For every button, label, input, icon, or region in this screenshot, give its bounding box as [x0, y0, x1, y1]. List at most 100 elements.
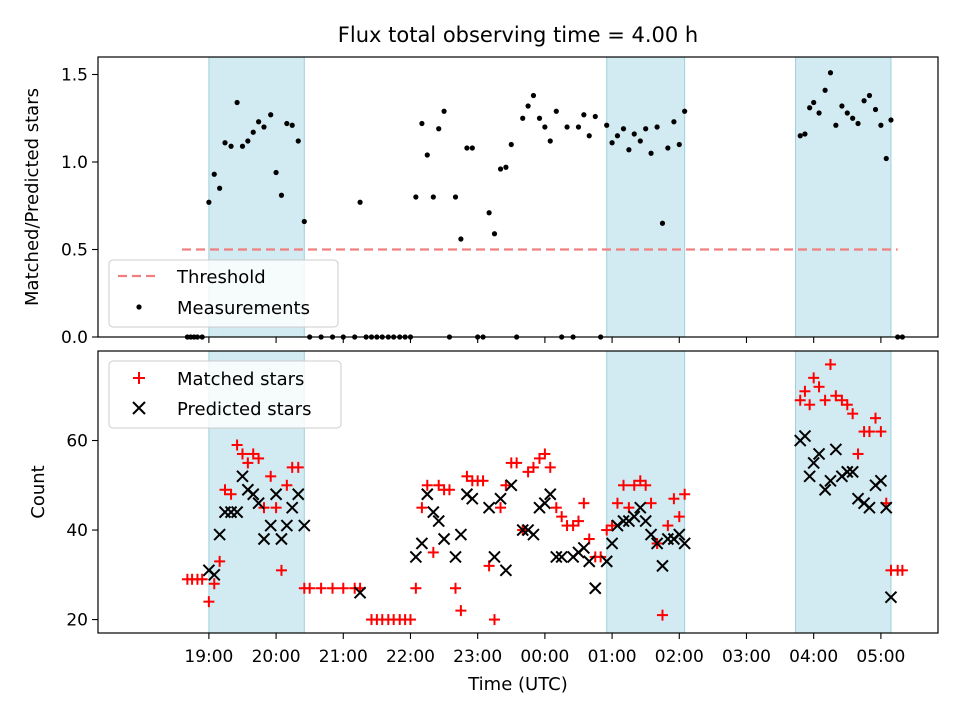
predicted-stars-point	[252, 496, 265, 510]
measurement-point	[211, 171, 217, 177]
measurement-point	[682, 108, 688, 114]
matched-stars-point	[808, 372, 820, 384]
measurement-point	[256, 119, 262, 125]
top-y-tick-label: 1.0	[61, 153, 88, 173]
matched-stars-point	[618, 479, 630, 491]
legend-threshold-label: Threshold	[176, 267, 266, 288]
measurement-point	[676, 141, 682, 148]
matched-stars-point	[275, 564, 287, 576]
x-axis-label: Time (UTC)	[467, 674, 568, 695]
matched-stars-point	[875, 426, 887, 438]
top-legend: Threshold Measurements	[108, 259, 339, 328]
matched-stars-point	[572, 515, 584, 527]
measurement-point	[424, 152, 430, 158]
measurement-point	[807, 105, 813, 111]
measurement-point	[245, 138, 251, 144]
measurement-points	[184, 70, 905, 340]
measurement-point	[833, 122, 839, 128]
predicted-stars-point	[639, 514, 652, 528]
measurement-point	[643, 126, 649, 132]
predicted-stars-point	[454, 528, 468, 541]
predicted-stars-point	[527, 528, 540, 541]
measurement-point	[357, 199, 363, 205]
predicted-stars-point	[550, 550, 563, 564]
measurement-point	[261, 124, 267, 130]
measurement-point	[665, 145, 671, 151]
matched-stars-point	[852, 448, 864, 460]
measurement-point	[827, 70, 834, 76]
matched-stars-point	[208, 578, 220, 590]
matched-stars-point	[404, 614, 416, 626]
predicted-stars-point	[880, 501, 893, 514]
bottom-plot-frame	[97, 350, 939, 634]
measurement-point	[553, 108, 559, 114]
x-tick-label: 20:00	[252, 647, 301, 667]
predicted-stars-point	[353, 586, 367, 599]
x-tick-label: 23:00	[453, 647, 502, 667]
matched-stars-point	[799, 385, 811, 397]
matched-stars-point	[804, 399, 816, 411]
predicted-stars-point	[538, 496, 552, 510]
matched-stars-point	[219, 484, 231, 496]
predicted-stars-point	[280, 519, 294, 532]
matched-stars-point	[315, 582, 327, 594]
predicted-stars-point	[577, 541, 591, 555]
top-x-ticks	[208, 337, 882, 343]
measurement-point	[228, 143, 234, 149]
measurement-point	[430, 194, 436, 200]
matched-stars-point	[556, 511, 568, 523]
measurement-point	[413, 194, 419, 200]
predicted-stars-point	[673, 528, 686, 541]
predicted-stars-point	[415, 537, 429, 550]
top-observing-window-3	[795, 56, 892, 338]
measurement-point	[797, 133, 803, 139]
predicted-stars-point	[656, 559, 669, 573]
matched-stars-point	[214, 555, 226, 567]
measurement-point	[206, 199, 212, 205]
x-tick-label: 02:00	[655, 647, 704, 667]
measurement-point	[268, 112, 274, 118]
predicted-stars-point	[488, 550, 501, 564]
matched-stars-point	[455, 605, 467, 617]
predicted-stars-point	[275, 532, 288, 546]
measurement-point	[671, 119, 677, 125]
predicted-stars-point	[634, 501, 647, 514]
matched-stars-point	[794, 394, 806, 406]
x-tick-label: 22:00	[386, 647, 435, 667]
measurement-point	[234, 99, 240, 106]
measurement-point	[295, 138, 301, 144]
predicted-stars-point	[846, 465, 859, 479]
measurement-point	[278, 192, 285, 198]
matched-stars-point	[337, 582, 349, 594]
bottom-observing-window-3	[795, 350, 892, 634]
predicted-stars-point	[555, 550, 568, 564]
measurement-point	[419, 120, 425, 127]
measurement-point	[626, 147, 632, 153]
measurement-point	[222, 140, 228, 146]
measurement-point	[816, 110, 822, 116]
predicted-stars-point	[449, 550, 462, 564]
predicted-stars-point	[269, 488, 283, 501]
measurement-point	[654, 124, 660, 130]
top-legend-box	[108, 259, 339, 328]
predicted-stars-point	[292, 488, 305, 501]
predicted-stars-point	[605, 537, 619, 550]
measurement-point	[508, 141, 514, 148]
measurement-point	[458, 236, 464, 242]
matched-stars-point	[645, 497, 657, 509]
matched-stars-point	[527, 461, 539, 473]
bottom-observing-window-2	[606, 350, 686, 634]
matched-stars-point	[477, 475, 489, 487]
matched-stars-point	[253, 452, 265, 464]
predicted-stars-point	[650, 537, 664, 550]
x-tick-label: 03:00	[722, 647, 771, 667]
matched-stars-point	[656, 609, 668, 621]
measurement-point	[620, 126, 627, 132]
top-y-tick-label: 0.0	[61, 328, 88, 348]
measurement-point	[659, 220, 666, 226]
matched-stars-point	[270, 502, 282, 514]
predicted-stars-point	[208, 568, 221, 582]
measurement-point	[888, 117, 894, 123]
matched-stars-point	[673, 511, 685, 523]
predicted-stars-point	[247, 488, 260, 501]
